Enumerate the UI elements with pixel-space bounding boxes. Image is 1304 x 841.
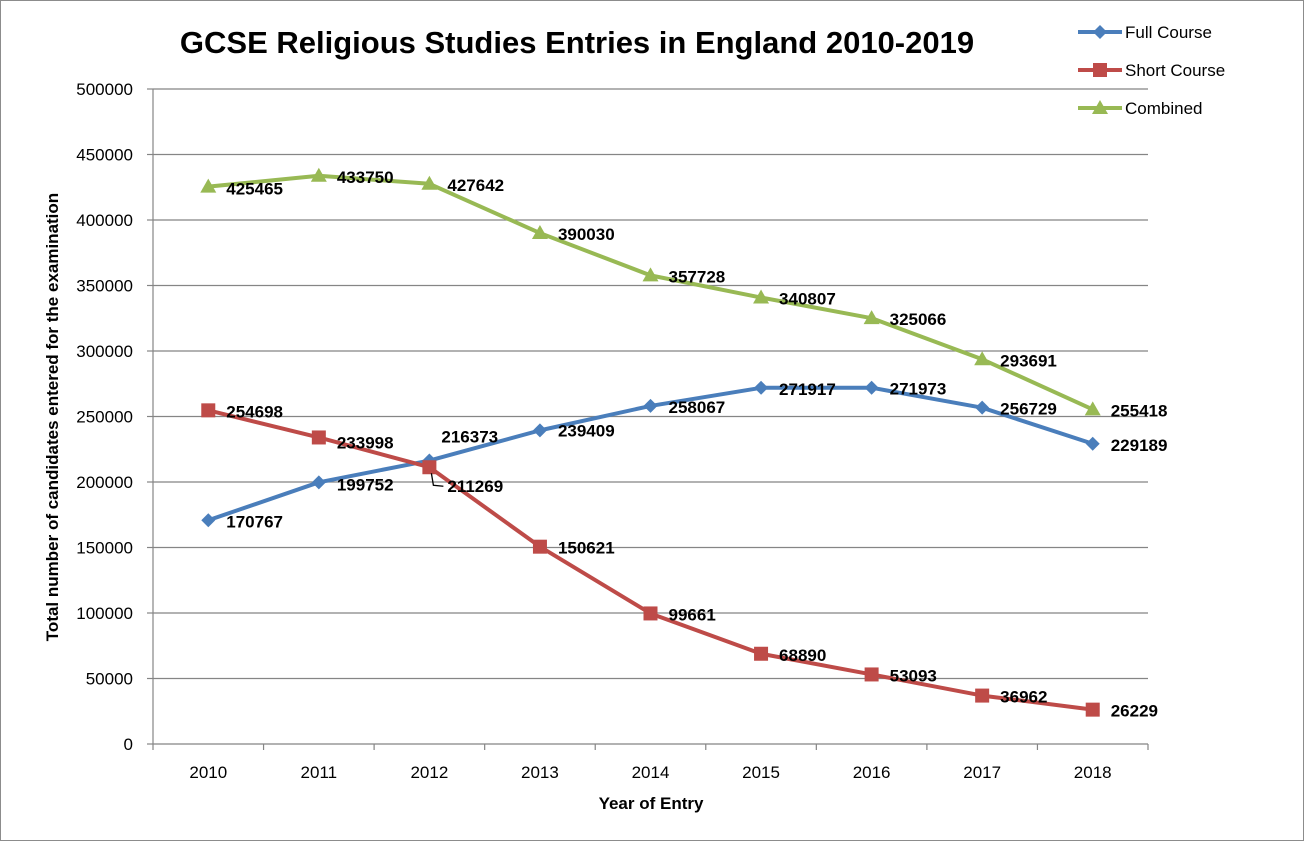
data-label-short-course: 68890 bbox=[779, 646, 826, 665]
data-point-combined bbox=[421, 175, 438, 190]
legend-item-full-course: Full Course bbox=[1078, 23, 1212, 42]
data-label-combined: 425465 bbox=[226, 180, 283, 199]
y-tick-label: 100000 bbox=[76, 604, 133, 623]
series-line-combined bbox=[208, 173, 1094, 412]
data-point-short-course bbox=[754, 646, 769, 661]
data-point-combined bbox=[1084, 401, 1101, 416]
data-label-combined: 390030 bbox=[558, 225, 615, 244]
data-point-combined bbox=[753, 289, 770, 304]
data-label-combined: 357728 bbox=[669, 267, 726, 286]
leader-line bbox=[430, 473, 444, 487]
data-label-short-course: 254698 bbox=[226, 402, 283, 421]
data-point-short-course bbox=[311, 430, 326, 445]
x-tick-label: 2016 bbox=[853, 763, 891, 782]
data-point-full-course bbox=[643, 398, 658, 413]
data-label-combined: 293691 bbox=[1000, 351, 1057, 370]
data-point-short-course bbox=[201, 403, 216, 418]
data-label-short-course: 233998 bbox=[337, 433, 394, 452]
x-tick-label: 2015 bbox=[742, 763, 780, 782]
data-label-combined: 255418 bbox=[1111, 401, 1168, 420]
series-lines bbox=[200, 167, 1101, 717]
series-line-short-course bbox=[207, 408, 1093, 712]
data-label-short-course: 26229 bbox=[1111, 702, 1158, 721]
data-point-combined bbox=[531, 225, 548, 240]
legend-marker-full-course bbox=[1093, 25, 1107, 39]
data-label-short-course: 36962 bbox=[1000, 688, 1047, 707]
data-point-short-course bbox=[864, 667, 879, 682]
data-point-full-course bbox=[1085, 436, 1100, 451]
data-point-full-course bbox=[754, 380, 769, 395]
data-label-full-course: 199752 bbox=[337, 475, 394, 494]
data-label-full-course: 258067 bbox=[669, 398, 726, 417]
y-tick-label: 50000 bbox=[86, 670, 133, 689]
data-point-combined bbox=[310, 167, 327, 182]
data-point-full-course bbox=[201, 513, 216, 528]
data-point-full-course bbox=[864, 380, 879, 395]
data-label-combined: 433750 bbox=[337, 168, 394, 187]
data-point-combined bbox=[200, 178, 217, 193]
x-tick-label: 2011 bbox=[301, 763, 338, 782]
data-label-short-course: 211269 bbox=[447, 477, 503, 496]
data-label-short-course: 99661 bbox=[669, 605, 716, 624]
y-tick-label: 0 bbox=[124, 735, 133, 754]
legend-item-combined: Combined bbox=[1078, 99, 1203, 118]
x-tick-label: 2013 bbox=[521, 763, 559, 782]
y-tick-label: 300000 bbox=[76, 342, 133, 361]
data-point-short-course bbox=[975, 688, 990, 703]
data-label-combined: 325066 bbox=[890, 310, 947, 329]
x-tick-label: 2018 bbox=[1074, 763, 1112, 782]
data-labels: 170767 199752 216373 239409 258067 271917 2719… bbox=[226, 168, 1167, 721]
data-label-combined: 427642 bbox=[447, 176, 504, 195]
data-point-full-course bbox=[311, 475, 326, 490]
x-tick-label: 2014 bbox=[632, 763, 670, 782]
data-label-combined: 340807 bbox=[779, 290, 836, 309]
y-axis-title: Total number of candidates entered for t… bbox=[43, 193, 62, 641]
data-point-combined bbox=[974, 351, 991, 366]
data-point-short-course bbox=[422, 460, 437, 475]
y-axis-ticks: 0 50000 100000 150000 200000 250000 300000 3500… bbox=[76, 80, 153, 754]
y-tick-label: 350000 bbox=[76, 277, 133, 296]
x-axis-title: Year of Entry bbox=[599, 794, 704, 813]
series-short-course bbox=[201, 403, 1100, 717]
y-tick-label: 200000 bbox=[76, 473, 133, 492]
legend-label-full-course: Full Course bbox=[1125, 23, 1212, 42]
data-point-short-course bbox=[532, 539, 547, 554]
legend: Full Course Short Course Combined bbox=[1078, 23, 1225, 118]
x-axis-ticks: 2010 2011 2012 2013 2014 2015 2016 2017 2018 bbox=[152, 744, 1149, 782]
chart-title: GCSE Religious Studies Entries in Englan… bbox=[180, 25, 974, 60]
data-label-full-course: 229189 bbox=[1111, 436, 1168, 455]
data-label-full-course: 271973 bbox=[890, 380, 947, 399]
legend-marker-combined bbox=[1092, 100, 1108, 114]
data-label-short-course: 150621 bbox=[558, 539, 615, 558]
legend-label-short-course: Short Course bbox=[1125, 61, 1225, 80]
y-tick-label: 250000 bbox=[76, 408, 133, 427]
legend-label-combined: Combined bbox=[1125, 99, 1203, 118]
y-tick-label: 400000 bbox=[76, 211, 133, 230]
data-point-combined bbox=[642, 267, 659, 282]
x-tick-label: 2012 bbox=[410, 763, 448, 782]
data-label-full-course: 216373 bbox=[441, 428, 498, 447]
legend-marker-short-course bbox=[1093, 63, 1107, 77]
x-tick-label: 2017 bbox=[963, 763, 1001, 782]
data-point-short-course bbox=[643, 606, 658, 621]
y-tick-label: 150000 bbox=[76, 539, 133, 558]
series-combined bbox=[200, 167, 1101, 416]
data-label-short-course: 53093 bbox=[890, 666, 937, 685]
data-point-full-course bbox=[532, 423, 547, 438]
data-label-full-course: 256729 bbox=[1000, 400, 1057, 419]
y-tick-label: 500000 bbox=[76, 80, 133, 99]
data-point-combined bbox=[863, 310, 880, 325]
data-label-full-course: 239409 bbox=[558, 421, 615, 440]
data-label-full-course: 271917 bbox=[779, 380, 836, 399]
legend-item-short-course: Short Course bbox=[1078, 61, 1225, 80]
data-point-full-course bbox=[975, 400, 990, 415]
series-full-course bbox=[201, 380, 1100, 528]
data-point-short-course bbox=[1085, 702, 1100, 717]
data-label-full-course: 170767 bbox=[226, 512, 283, 531]
y-tick-label: 450000 bbox=[76, 146, 133, 165]
x-tick-label: 2010 bbox=[189, 763, 227, 782]
